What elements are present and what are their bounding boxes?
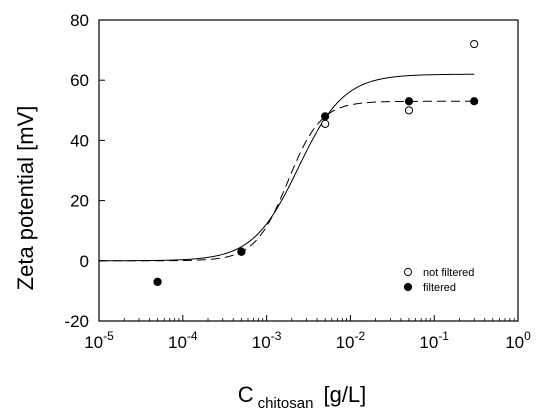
x-tick-label-exponent: -2 (355, 329, 366, 343)
plot-frame (98, 19, 519, 322)
x-axis-title-main: C (238, 382, 254, 407)
point-not-filtered (321, 119, 330, 128)
point-filtered (237, 247, 246, 256)
x-tick-label-base: 10 (84, 333, 103, 352)
point-filtered (470, 97, 479, 106)
x-tick-label-base: 10 (168, 333, 187, 352)
x-tick-label-base: 10 (505, 333, 524, 352)
fit-curve-dashed (99, 100, 475, 262)
y-axis: -20 0 20 40 60 80 (64, 11, 105, 331)
data-points (153, 39, 479, 286)
y-tick-label: 40 (70, 131, 89, 150)
x-tick-label: 10-5 (84, 329, 114, 352)
y-axis-title: Zeta potential [mV] (13, 106, 38, 291)
y-tick-label: 0 (80, 252, 89, 271)
x-tick-label: 100 (505, 329, 531, 352)
x-tick-label-exponent: -4 (187, 329, 198, 343)
x-tick-label: 10-2 (336, 329, 366, 352)
x-tick-label: 10-4 (168, 329, 198, 352)
x-axis-title-unit: [g/L] (323, 382, 366, 407)
point-filtered (404, 97, 414, 106)
y-tick-label: -20 (64, 312, 89, 331)
x-tick-label-exponent: -3 (271, 329, 282, 343)
y-tick-label: 80 (70, 11, 89, 30)
x-axis-title-subscript: chitosan (258, 395, 314, 412)
point-filtered (153, 277, 162, 286)
x-tick-label: 10-3 (252, 329, 282, 352)
legend: not filtered filtered (403, 267, 474, 294)
legend-marker (403, 282, 413, 292)
x-tick-label-base: 10 (419, 333, 438, 352)
legend-label: filtered (423, 282, 456, 294)
point-filtered (321, 112, 330, 121)
legend-label: not filtered (423, 267, 474, 279)
point-not-filtered (404, 106, 414, 115)
x-tick-label: 10-1 (419, 329, 449, 352)
fit-curve-solid (99, 73, 475, 262)
x-tick-label-base: 10 (252, 333, 271, 352)
x-tick-label-exponent: -5 (103, 329, 114, 343)
y-tick-label: 20 (70, 192, 89, 211)
point-not-filtered (470, 39, 479, 49)
x-tick-label-base: 10 (336, 333, 355, 352)
fit-curves (99, 73, 475, 262)
x-axis: 10-5 10-4 10-3 10-2 10-1 100 (84, 315, 531, 352)
legend-marker (403, 267, 413, 277)
x-tick-label-exponent: 0 (524, 329, 531, 343)
y-tick-label: 60 (70, 71, 89, 90)
x-tick-label-exponent: -1 (438, 329, 449, 343)
